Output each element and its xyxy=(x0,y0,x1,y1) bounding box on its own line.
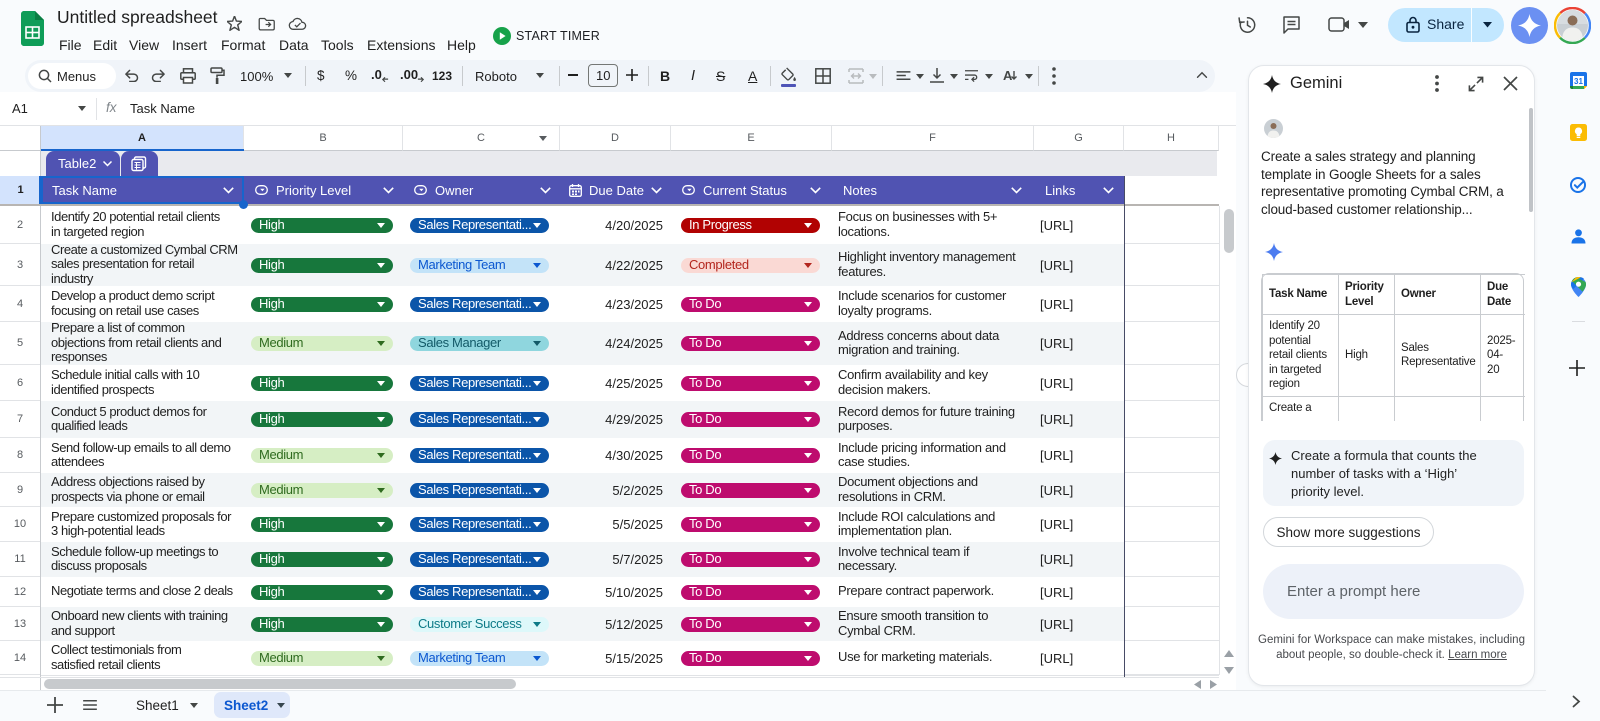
svg-text:A: A xyxy=(1003,68,1013,83)
svg-text:31: 31 xyxy=(1574,77,1583,86)
